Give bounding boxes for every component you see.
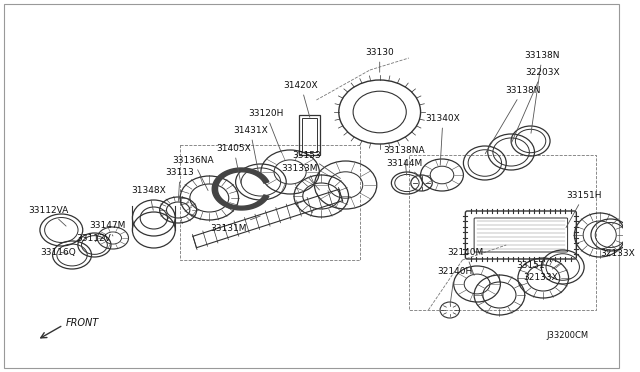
Text: 33120H: 33120H — [248, 109, 284, 153]
Text: 33112VA: 33112VA — [29, 205, 69, 226]
Text: 33147M: 33147M — [89, 221, 125, 236]
Text: 33151: 33151 — [516, 260, 545, 271]
Text: 33130: 33130 — [365, 48, 394, 72]
Text: 33136NA: 33136NA — [172, 155, 214, 190]
Text: 31420X: 31420X — [284, 80, 318, 117]
Text: FRONT: FRONT — [66, 318, 99, 328]
Text: 32140H: 32140H — [437, 267, 472, 304]
Text: J33200CM: J33200CM — [546, 330, 588, 340]
Text: 33138NA: 33138NA — [383, 145, 425, 175]
Text: 31431X: 31431X — [233, 125, 268, 172]
Polygon shape — [212, 168, 269, 210]
Bar — [302, 118, 317, 152]
Text: 31405X: 31405X — [216, 144, 251, 183]
Bar — [299, 115, 320, 155]
Text: 32133X: 32133X — [601, 248, 636, 257]
Text: 33144M: 33144M — [386, 158, 422, 177]
Text: 33113: 33113 — [166, 167, 195, 201]
Text: 32133X: 32133X — [523, 264, 559, 282]
Text: 32203X: 32203X — [511, 67, 559, 144]
Text: 33138N: 33138N — [485, 86, 541, 154]
Text: 33112V: 33112V — [76, 234, 111, 243]
Text: 33153: 33153 — [292, 151, 340, 179]
Text: 31348X: 31348X — [132, 186, 166, 210]
Text: 33133M: 33133M — [282, 164, 319, 190]
Text: 33131M: 33131M — [211, 216, 260, 232]
Text: 31340X: 31340X — [426, 113, 460, 165]
Text: 33116Q: 33116Q — [40, 247, 76, 257]
Text: 33138N: 33138N — [525, 51, 560, 133]
Text: 32140M: 32140M — [447, 247, 483, 275]
Text: 33151H: 33151H — [566, 190, 602, 228]
